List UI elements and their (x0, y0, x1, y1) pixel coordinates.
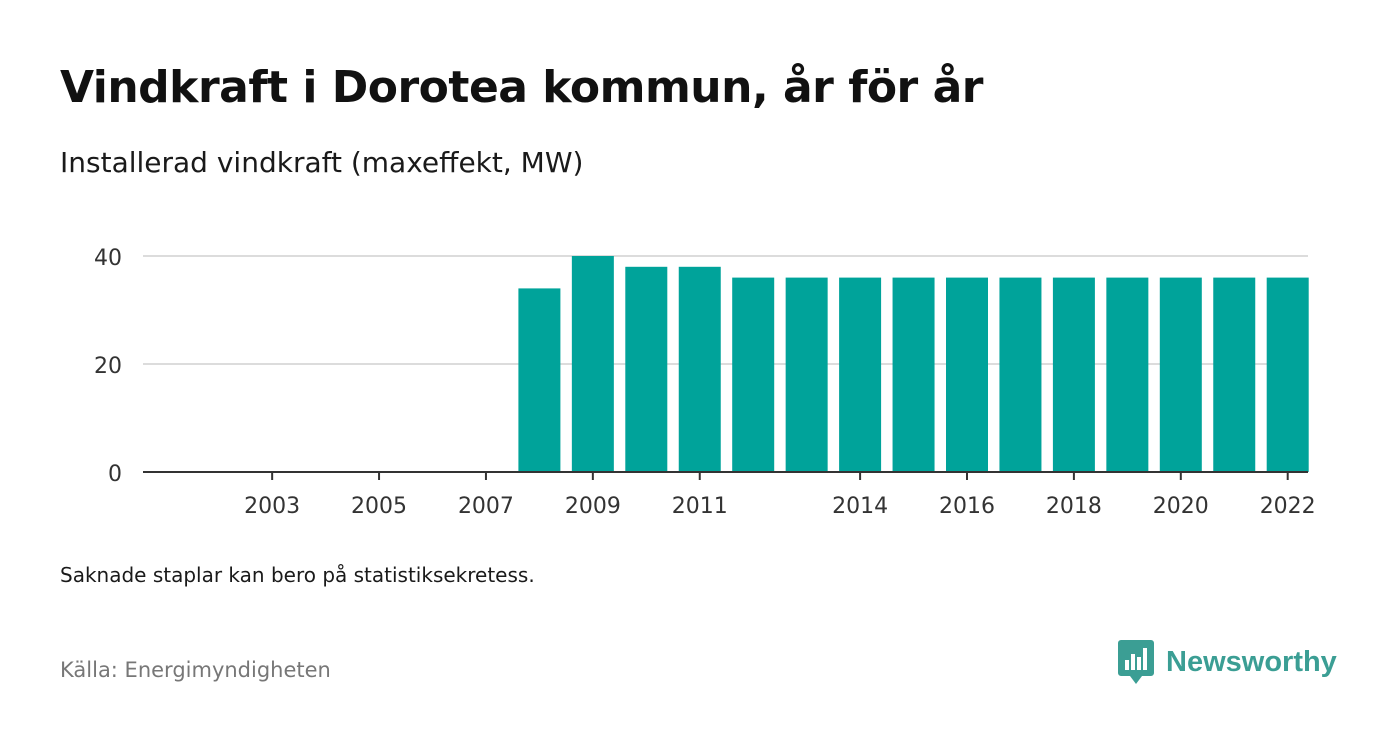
bar-2010 (625, 266, 668, 472)
x-tick-label: 2020 (1153, 494, 1209, 519)
y-tick-label: 20 (94, 354, 122, 379)
y-tick-label: 0 (108, 462, 122, 487)
axes: 0 20 40 2003 2005 2007 2009 2011 2014 2016 2018 202… (94, 246, 1316, 519)
chart-subtitle: Installerad vindkraft (maxeffekt, MW) (60, 146, 584, 179)
brand-name: Newsworthy (1166, 645, 1337, 678)
bar-2021 (1213, 277, 1256, 472)
y-tick-label: 40 (94, 246, 122, 271)
bars (518, 256, 1309, 472)
x-tick-label: 2005 (351, 494, 407, 519)
source-label: Källa: Energimyndigheten (60, 658, 331, 682)
bar-2012 (732, 277, 775, 472)
newsworthy-logo-icon (1118, 640, 1154, 684)
bar-2015 (892, 277, 935, 472)
bar-2009 (571, 256, 614, 472)
bar-2018 (1052, 277, 1095, 472)
footnote: Saknade staplar kan bero på statistiksek… (60, 563, 535, 587)
x-tick-label: 2014 (832, 494, 888, 519)
chart-title: Vindkraft i Dorotea kommun, år för år (60, 62, 983, 113)
x-tick-label: 2009 (565, 494, 621, 519)
bar-2017 (999, 277, 1042, 472)
bar-2014 (839, 277, 882, 472)
bar-2016 (946, 277, 988, 472)
x-tick-label: 2018 (1046, 494, 1102, 519)
x-tick-label: 2007 (458, 494, 514, 519)
x-tick-label: 2011 (672, 494, 728, 519)
bar-2008 (518, 288, 561, 472)
x-tick-label: 2016 (939, 494, 995, 519)
brand-logo: Newsworthy (1118, 640, 1337, 684)
x-tick-label: 2022 (1260, 494, 1316, 519)
bar-2019 (1106, 277, 1149, 472)
x-tick-label: 2003 (244, 494, 300, 519)
bar-2013 (785, 277, 828, 472)
bar-2020 (1159, 277, 1202, 472)
bar-2022 (1266, 277, 1309, 472)
bar-2011 (678, 266, 721, 472)
